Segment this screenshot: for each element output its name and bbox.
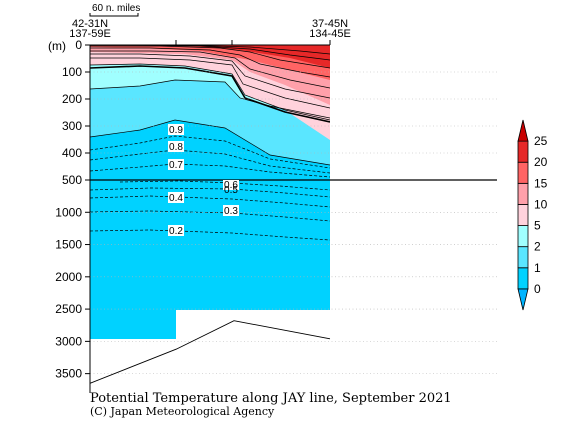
grid-lines bbox=[90, 71, 497, 374]
contour-label: 0.4 bbox=[169, 193, 183, 204]
colorbar-tick-label: 2 bbox=[534, 240, 541, 254]
colorbar-tick-label: 25 bbox=[534, 134, 548, 148]
y-tick-label: 3000 bbox=[55, 334, 82, 348]
right-endpoint-lat: 37-45N bbox=[312, 18, 348, 30]
contour-label: 0.3 bbox=[224, 206, 238, 217]
chart-title: Potential Temperature along JAY line, Se… bbox=[90, 391, 452, 406]
y-tick-label: 1500 bbox=[55, 238, 82, 252]
y-tick-label: 1000 bbox=[55, 205, 82, 219]
y-tick-label: 0 bbox=[75, 38, 82, 52]
y-tick-label: 200 bbox=[62, 92, 82, 106]
colorbar-tick-label: 15 bbox=[534, 176, 548, 190]
y-axis-unit-label: (m) bbox=[48, 39, 66, 53]
y-tick-label: 300 bbox=[62, 119, 82, 133]
colorbar-swatch bbox=[517, 288, 529, 311]
contour-label: 0.5 bbox=[224, 185, 238, 196]
upper-section-fill bbox=[89, 45, 331, 180]
colorbar-swatch bbox=[517, 204, 529, 226]
contour-label: 0.2 bbox=[169, 226, 183, 237]
colorbar-tick-label: 20 bbox=[534, 155, 548, 169]
colorbar-swatch bbox=[517, 267, 529, 290]
contour-label: 0.7 bbox=[169, 160, 183, 171]
y-axis bbox=[89, 40, 331, 393]
contour-label: 0.6 bbox=[224, 180, 238, 191]
colorbar-tick-label: 5 bbox=[534, 219, 541, 233]
chart-credit: (C) Japan Meteorological Agency bbox=[90, 405, 275, 418]
bottom-profile-line bbox=[89, 320, 331, 384]
scale-bar-label: 60 n. miles bbox=[92, 3, 140, 14]
colorbar-swatch bbox=[517, 119, 529, 142]
colorbar-swatch bbox=[517, 225, 529, 248]
scale-bar: 60 n. miles bbox=[89, 3, 140, 17]
colorbar-tick-label: 1 bbox=[534, 261, 541, 275]
colorbar-swatch bbox=[517, 161, 529, 184]
colorbar-tick-label: 10 bbox=[534, 197, 548, 211]
y-tick-label: 400 bbox=[62, 146, 82, 160]
contour-label: 0.8 bbox=[169, 142, 183, 153]
left-endpoint-lon: 137-59E bbox=[69, 28, 111, 40]
colorbar-tick-label: 0 bbox=[534, 282, 541, 296]
y-tick-label: 100 bbox=[62, 65, 82, 79]
y-tick-label: 2000 bbox=[55, 270, 82, 284]
colorbar-swatch bbox=[517, 246, 529, 269]
y-tick-label: 500 bbox=[62, 173, 82, 187]
lower-section-fill bbox=[89, 180, 331, 339]
right-endpoint-lon: 134-45E bbox=[309, 28, 351, 40]
contour-label: 0.9 bbox=[169, 125, 183, 136]
left-endpoint-lat: 42-31N bbox=[72, 18, 108, 30]
colorbar-swatch bbox=[517, 140, 529, 163]
colorbar bbox=[517, 119, 529, 311]
y-ticks-upper: 0 100 200 300 400 500 bbox=[62, 38, 90, 187]
y-ticks-lower: 1000 1500 2000 2500 3000 3500 bbox=[55, 205, 90, 381]
y-tick-label: 2500 bbox=[55, 302, 82, 316]
colorbar-swatch bbox=[517, 182, 529, 205]
contour-labels: 0.9 0.8 0.7 0.6 0.5 0.4 0.3 0.2 bbox=[168, 124, 239, 237]
y-tick-label: 3500 bbox=[55, 367, 82, 381]
